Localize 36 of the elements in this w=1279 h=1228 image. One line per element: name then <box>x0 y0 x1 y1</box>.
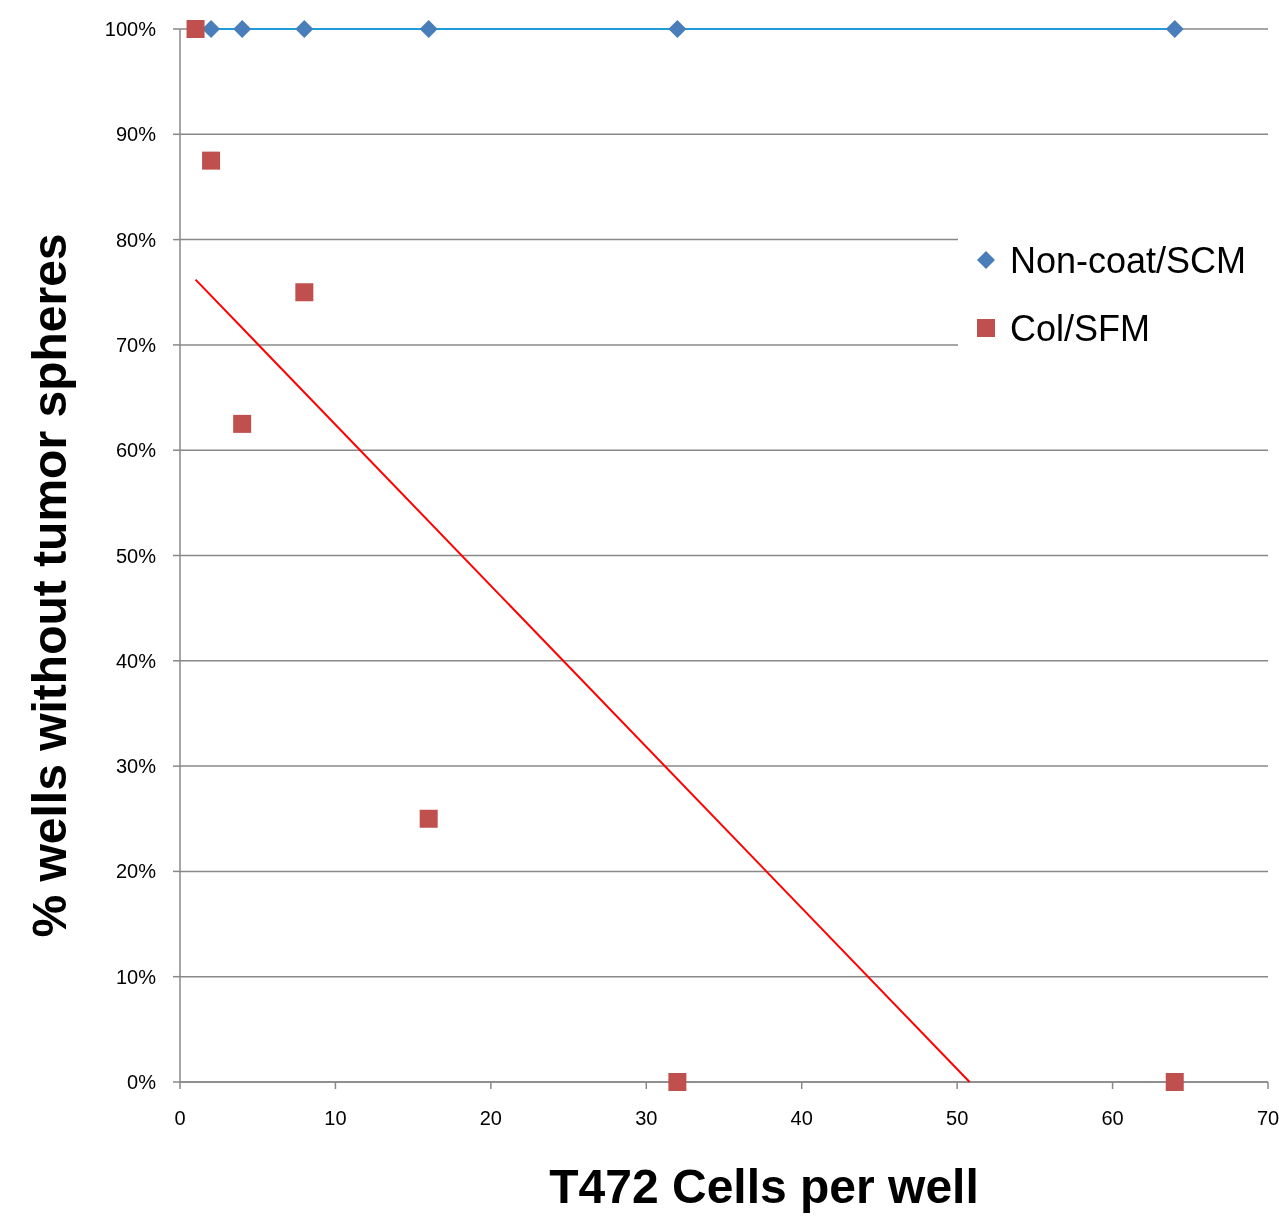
y-tick-label: 40% <box>115 649 157 672</box>
x-axis-title: T472 Cells per well <box>549 1160 979 1213</box>
y-tick-label: 80% <box>115 228 157 251</box>
point <box>1165 1073 1184 1091</box>
x-tick-label: 0 <box>174 1107 186 1129</box>
point <box>295 283 314 302</box>
x-tick-label: 60 <box>1101 1107 1124 1129</box>
point <box>186 20 205 38</box>
y-tick-label: 100% <box>104 18 157 40</box>
x-tick-label: 20 <box>479 1107 502 1129</box>
point <box>668 20 687 38</box>
y-axis-title: % wells without tumor spheres <box>23 233 76 938</box>
legend-label: Col/SFM <box>1010 307 1151 349</box>
y-tick-label: 20% <box>115 860 157 883</box>
point <box>202 20 221 38</box>
x-tick-label: 50 <box>946 1107 969 1129</box>
y-tick-label: 70% <box>115 333 157 356</box>
y-tick-label: 30% <box>115 755 157 778</box>
point <box>202 151 221 170</box>
y-tick-label: 90% <box>115 123 157 146</box>
point <box>419 20 438 38</box>
x-tick-label: 10 <box>324 1107 347 1129</box>
y-tick-label: 10% <box>115 965 157 988</box>
point <box>419 809 438 828</box>
x-tick-label: 30 <box>635 1107 658 1129</box>
x-tick-label: 40 <box>790 1107 813 1129</box>
point <box>668 1073 687 1091</box>
legend-label: Non-coat/SCM <box>1010 239 1247 281</box>
y-tick-label: 60% <box>115 439 157 462</box>
y-tick-label: 50% <box>115 544 157 567</box>
point <box>233 414 252 433</box>
point <box>1165 20 1184 38</box>
y-tick-label: 0% <box>127 1071 157 1093</box>
point <box>233 20 252 38</box>
point <box>295 20 314 38</box>
x-tick-label: 70 <box>1256 1107 1279 1129</box>
